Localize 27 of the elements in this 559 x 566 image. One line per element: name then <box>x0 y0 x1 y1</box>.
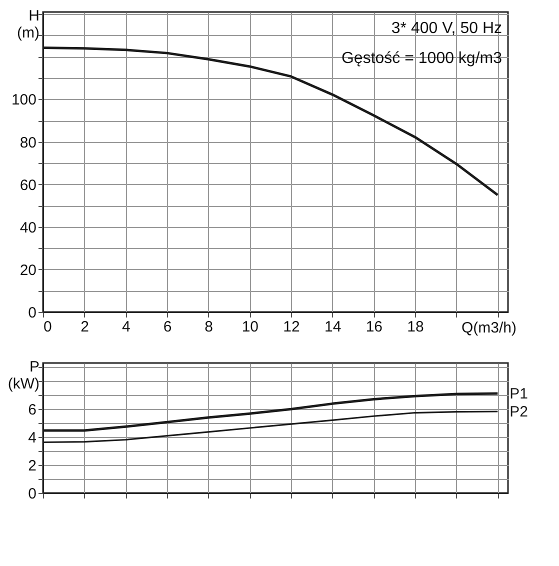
y-tick-label: 60 <box>20 176 36 194</box>
y-tick-label: 100 <box>11 92 36 109</box>
x-tick-label: 18 <box>407 318 424 336</box>
series-label: P1 <box>510 385 528 402</box>
x-tick-label: 12 <box>283 318 300 336</box>
x-axis-title: Q(m3/h) <box>461 320 516 336</box>
y-tick-label: 4 <box>28 430 36 447</box>
annotation: 3* 400 V, 50 Hz <box>391 20 502 37</box>
y-tick-label: 80 <box>20 134 36 152</box>
x-tick-label: 6 <box>163 318 172 336</box>
x-tick-label: 2 <box>80 318 90 336</box>
y-tick-label: 40 <box>20 219 36 236</box>
series-label: P2 <box>510 404 528 421</box>
x-tick-label: 4 <box>122 318 130 336</box>
y-tick-label: 0 <box>28 486 36 502</box>
annotation: Gęstość = 1000 kg/m3 <box>341 50 502 67</box>
x-tick-label: 16 <box>366 318 383 336</box>
x-tick-label: 0 <box>44 318 52 336</box>
y-tick-label: 6 <box>28 402 36 419</box>
y-tick-label: 20 <box>20 262 36 279</box>
y-tick-label: 0 <box>28 304 36 322</box>
y-axis-title: P (kW) <box>8 358 40 392</box>
y-axis-title: H (m) <box>17 8 40 42</box>
y-tick-label: 2 <box>28 458 36 475</box>
x-tick-label: 10 <box>242 318 259 336</box>
x-tick-label: 14 <box>324 318 342 336</box>
x-tick-label: 8 <box>204 318 214 336</box>
